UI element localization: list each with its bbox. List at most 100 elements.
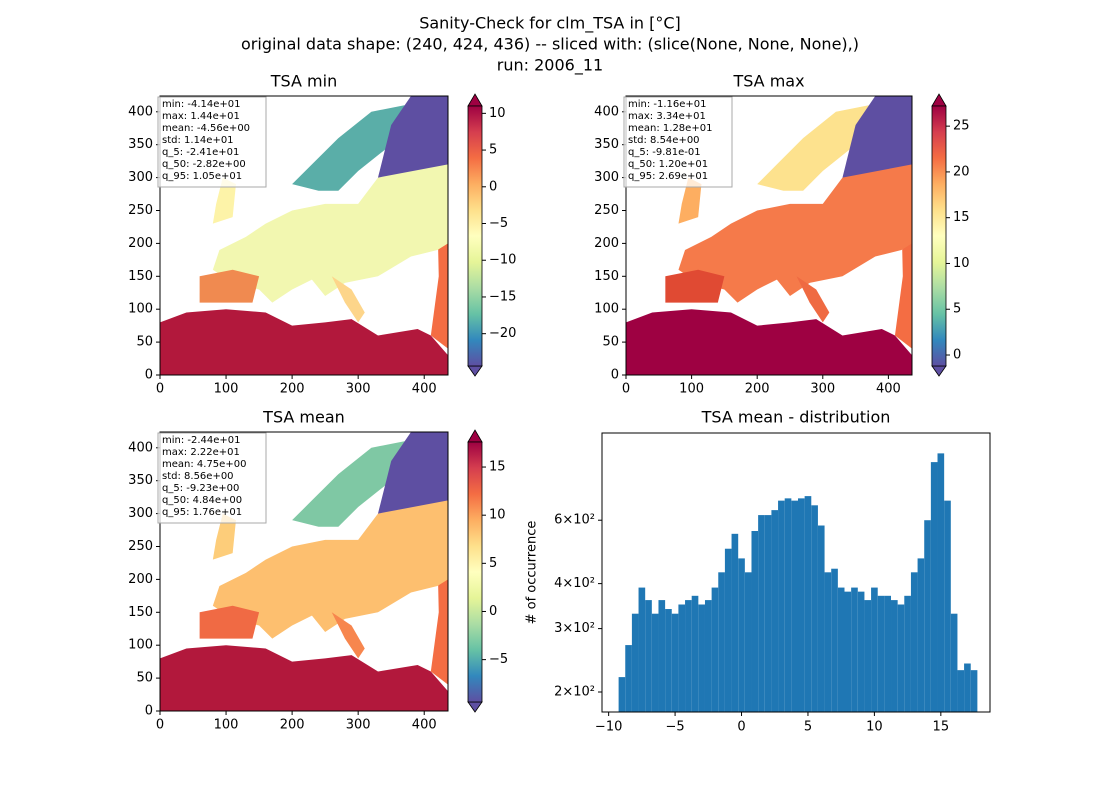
bar bbox=[817, 525, 825, 712]
colorbar-tick-label: 20 bbox=[953, 164, 970, 179]
y-tick-label: 300 bbox=[128, 170, 153, 185]
figure-title: Sanity-Check for clm_TSA in [°C] bbox=[419, 14, 681, 34]
x-tick-label: 400 bbox=[876, 382, 901, 397]
map-region bbox=[377, 96, 448, 178]
stats-text: q_5: -2.41e+01 bbox=[162, 147, 239, 158]
y-tick-label: 100 bbox=[128, 302, 153, 317]
bar bbox=[731, 533, 739, 712]
bar bbox=[897, 604, 905, 712]
bar bbox=[910, 572, 918, 712]
stats-text: min: -1.16e+01 bbox=[628, 99, 707, 110]
y-tick-label: 150 bbox=[594, 269, 619, 284]
y-tick-label: 100 bbox=[594, 302, 619, 317]
stats-text: q_5: -9.81e-01 bbox=[628, 147, 701, 158]
bar bbox=[944, 500, 951, 712]
bar bbox=[784, 498, 792, 712]
y-tick-label: 400 bbox=[594, 104, 619, 119]
stats-text: std: 8.54e+00 bbox=[628, 135, 700, 146]
bar bbox=[778, 500, 785, 712]
y-tick-label: 200 bbox=[594, 236, 619, 251]
axes-frame bbox=[159, 431, 449, 712]
map-region bbox=[292, 105, 412, 191]
map-region bbox=[665, 269, 725, 303]
bar bbox=[658, 600, 666, 712]
stats-text: mean: 4.75e+00 bbox=[162, 459, 246, 470]
bar bbox=[691, 595, 699, 712]
bar bbox=[891, 600, 898, 712]
bar bbox=[851, 587, 858, 712]
stats-text: max: 2.22e+01 bbox=[162, 447, 240, 458]
y-tick-label: 2×10² bbox=[554, 685, 595, 700]
y-tick-label: 400 bbox=[128, 440, 153, 455]
y-tick-label: 0 bbox=[145, 368, 153, 383]
map-region bbox=[757, 105, 876, 191]
bar bbox=[631, 613, 639, 712]
bar bbox=[758, 515, 765, 712]
colorbar-tick-label: −10 bbox=[489, 253, 516, 268]
map-region bbox=[377, 432, 448, 514]
y-tick-label: 0 bbox=[145, 704, 153, 719]
bar bbox=[618, 677, 626, 712]
y-tick-label: 100 bbox=[128, 638, 153, 653]
x-tick-label: 300 bbox=[346, 382, 371, 397]
stats-box bbox=[157, 432, 267, 524]
x-tick-label: 300 bbox=[346, 718, 371, 733]
x-tick-label: 200 bbox=[280, 718, 305, 733]
bar bbox=[970, 670, 978, 712]
colorbar-tick-label: 10 bbox=[953, 256, 970, 271]
x-tick-label: 200 bbox=[745, 382, 770, 397]
bar bbox=[837, 587, 845, 712]
colorbar-tick-label: −20 bbox=[489, 326, 516, 341]
bar bbox=[738, 558, 745, 712]
axes-frame bbox=[601, 432, 991, 713]
bar bbox=[797, 498, 805, 712]
colorbar bbox=[467, 105, 483, 367]
x-tick-label: −5 bbox=[665, 720, 684, 735]
y-axis-label: # of occurrence bbox=[525, 521, 540, 625]
axes-title: TSA min bbox=[270, 72, 337, 91]
colorbar-tick-label: 10 bbox=[489, 106, 506, 121]
bar bbox=[625, 645, 632, 712]
map-region bbox=[199, 269, 260, 303]
map-region bbox=[160, 645, 448, 711]
bar bbox=[651, 613, 659, 712]
bar bbox=[917, 558, 925, 712]
bar bbox=[724, 548, 732, 712]
map-region bbox=[430, 217, 448, 349]
y-tick-label: 350 bbox=[594, 137, 619, 152]
stats-text: q_50: -2.82e+00 bbox=[162, 159, 246, 170]
y-tick-label: 250 bbox=[594, 203, 619, 218]
stats-text: mean: 1.28e+01 bbox=[628, 123, 712, 134]
axes-title: TSA max bbox=[732, 72, 804, 91]
colorbar-tick-label: 5 bbox=[489, 556, 497, 571]
figure-title: original data shape: (240, 424, 436) -- … bbox=[241, 35, 859, 54]
axes-frame bbox=[625, 95, 913, 376]
colorbar-extend bbox=[467, 429, 483, 443]
y-tick-label: 50 bbox=[602, 335, 619, 350]
y-tick-label: 150 bbox=[128, 605, 153, 620]
x-tick-label: 100 bbox=[214, 718, 239, 733]
x-tick-label: 15 bbox=[933, 720, 950, 735]
stats-text: max: 3.34e+01 bbox=[628, 111, 706, 122]
x-tick-label: 100 bbox=[214, 382, 239, 397]
bar bbox=[871, 587, 878, 712]
x-tick-label: 100 bbox=[679, 382, 704, 397]
colorbar-tick-label: 0 bbox=[489, 604, 497, 619]
colorbar-extend bbox=[931, 365, 947, 377]
stats-text: q_5: -9.23e+00 bbox=[162, 483, 239, 494]
map-region bbox=[212, 177, 236, 224]
bar bbox=[678, 604, 686, 712]
y-tick-label: 6×10² bbox=[554, 513, 595, 528]
stats-text: q_95: 1.76e+01 bbox=[162, 507, 242, 518]
stats-text: q_95: 2.69e+01 bbox=[628, 171, 708, 182]
bar bbox=[904, 595, 911, 712]
colorbar-tick-label: 0 bbox=[489, 179, 497, 194]
stats-text: std: 8.56e+00 bbox=[162, 471, 234, 482]
bar bbox=[824, 572, 832, 712]
colorbar-extend bbox=[931, 93, 947, 107]
bar bbox=[864, 600, 872, 712]
stats-box bbox=[623, 96, 733, 188]
stats-text: q_95: 1.05e+01 bbox=[162, 171, 242, 182]
stats-text: mean: -4.56e+00 bbox=[162, 123, 250, 134]
